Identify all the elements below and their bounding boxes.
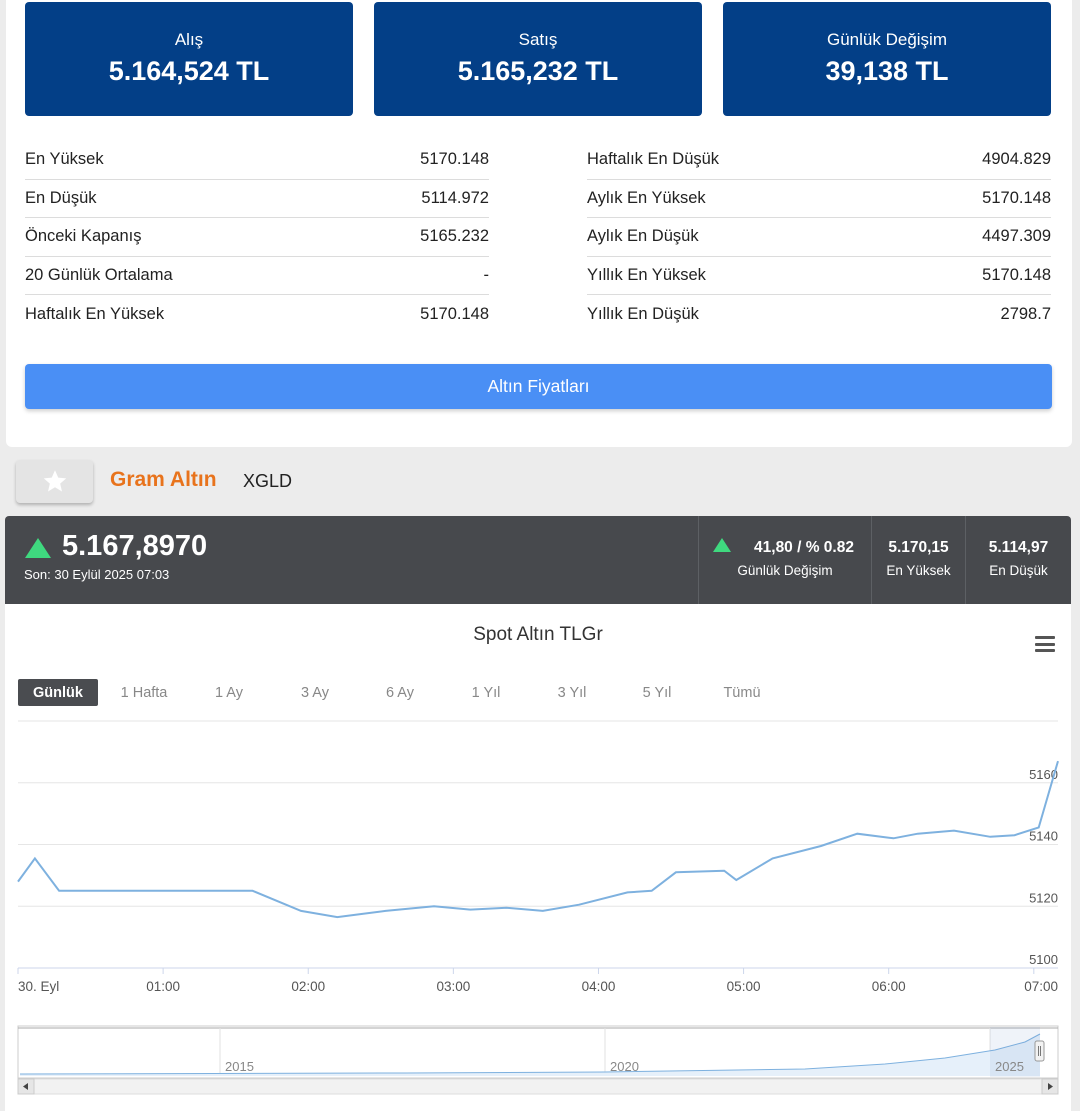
buy-price-card: Alış 5.164,524 TL [25, 2, 353, 116]
day-high-cell: 5.170,15 En Yüksek [871, 516, 965, 604]
range-button-3-year[interactable]: 3 Yıl [557, 684, 587, 701]
last-price: 5.167,8970 [62, 530, 208, 562]
stat-value: 5170.148 [982, 188, 1051, 207]
stat-value: 5114.972 [421, 188, 489, 207]
stat-label: En Düşük [25, 188, 97, 207]
stat-row: Haftalık En Düşük 4904.829 [587, 141, 1051, 180]
stat-row: Yıllık En Yüksek 5170.148 [587, 257, 1051, 295]
stats-table-right: Haftalık En Düşük 4904.829 Aylık En Yükse… [587, 141, 1051, 334]
daily-change-cell: 41,80 / % 0.82 Günlük Değişim [698, 516, 871, 604]
chart-panel: Spot Altın TLGr Günlük 1 Hafta 1 Ay 3 Ay… [5, 604, 1071, 1111]
x-tick-label: 01:00 [146, 979, 180, 994]
sell-value: 5.165,232 TL [457, 56, 619, 86]
stat-label: Önceki Kapanış [25, 227, 142, 246]
daily-change-label: Günlük Değişim [827, 30, 947, 49]
stat-value: - [483, 265, 490, 284]
x-tick-label: 05:00 [727, 979, 761, 994]
gold-prices-button[interactable]: Altın Fiyatları [25, 364, 1052, 409]
day-high-label: En Yüksek [886, 563, 951, 578]
price-series-line [17, 760, 1059, 919]
navigator-label: 2025 [995, 1059, 1024, 1074]
stat-value: 4497.309 [982, 227, 1051, 246]
y-tick-label: 5140 [1029, 829, 1058, 844]
stat-row: Haftalık En Yüksek 5170.148 [25, 295, 489, 334]
y-tick-label: 5160 [1029, 767, 1058, 782]
stat-row: Aylık En Düşük 4497.309 [587, 218, 1051, 257]
instrument-code: XGLD [243, 471, 293, 491]
instrument-name: Gram Altın [110, 468, 217, 491]
range-button-5-year[interactable]: 5 Yıl [642, 684, 672, 701]
x-tick-label: 06:00 [872, 979, 906, 994]
sell-price-card: Satış 5.165,232 TL [374, 2, 702, 116]
stat-label: Yıllık En Düşük [587, 304, 699, 323]
y-tick-label: 5120 [1029, 890, 1058, 905]
stat-label: Yıllık En Yüksek [587, 265, 706, 284]
buy-value: 5.164,524 TL [108, 56, 270, 86]
price-summary-panel: Alış 5.164,524 TL Satış 5.165,232 TL Gün… [6, 0, 1072, 447]
daily-change-value: 41,80 / % 0.82 [754, 539, 854, 556]
navigator-label: 2020 [610, 1059, 639, 1074]
stat-value: 5165.232 [420, 227, 489, 246]
stat-label: Haftalık En Yüksek [25, 304, 165, 323]
stat-value: 2798.7 [1000, 304, 1051, 323]
range-navigator[interactable]: 2015 2020 2025 [17, 1025, 1059, 1079]
stat-value: 5170.148 [420, 304, 489, 323]
last-update-time: Son: 30 Eylül 2025 07:03 [24, 567, 170, 582]
stat-value: 5170.148 [982, 265, 1051, 284]
stat-row: Yıllık En Düşük 2798.7 [587, 295, 1051, 334]
star-icon [43, 470, 66, 492]
scroll-right-icon [1048, 1083, 1053, 1090]
day-low-value: 5.114,97 [988, 539, 1049, 556]
price-line-chart[interactable]: 5100 5120 5140 5160 30. Eyl 01:00 02:00 03:00 0… [5, 604, 1071, 1111]
stat-value: 4904.829 [982, 150, 1051, 169]
hamburger-menu-icon[interactable] [1035, 636, 1055, 656]
x-tick-label: 30. Eyl [18, 979, 59, 994]
range-button-1-month[interactable]: 1 Ay [215, 684, 243, 701]
y-tick-label: 5100 [1029, 952, 1058, 967]
stat-label: 20 Günlük Ortalama [25, 265, 173, 284]
scroll-left-icon [23, 1083, 28, 1090]
stat-label: Haftalık En Düşük [587, 150, 720, 169]
buy-label: Alış [174, 30, 204, 49]
stat-label: Aylık En Düşük [587, 227, 699, 246]
stat-row: En Yüksek 5170.148 [25, 141, 489, 180]
stats-table-left: En Yüksek 5170.148 En Düşük 5114.972 Öncek… [25, 141, 489, 334]
chart-scrollbar[interactable] [17, 1078, 1059, 1095]
x-tick-label: 07:00 [1024, 979, 1058, 994]
x-tick-label: 04:00 [582, 979, 616, 994]
x-tick-label: 03:00 [436, 979, 470, 994]
chart-title: Spot Altın TLGr [473, 624, 603, 645]
quote-bar: 5.167,8970 Son: 30 Eylül 2025 07:03 41,8… [5, 516, 1071, 604]
stat-label: En Yüksek [25, 150, 104, 169]
stat-value: 5170.148 [420, 150, 489, 169]
daily-change-label: Günlük Değişim [737, 563, 833, 578]
range-button-daily[interactable]: Günlük [18, 679, 98, 706]
stat-row: En Düşük 5114.972 [25, 180, 489, 218]
stat-label: Aylık En Yüksek [587, 188, 706, 207]
range-button-1-year[interactable]: 1 Yıl [471, 684, 501, 701]
x-tick-label: 02:00 [291, 979, 325, 994]
navigator-label: 2015 [225, 1059, 254, 1074]
stat-row: 20 Günlük Ortalama - [25, 257, 490, 295]
favorite-button[interactable] [16, 460, 93, 503]
up-arrow-icon [713, 538, 731, 552]
range-button-1-week[interactable]: 1 Hafta [120, 684, 168, 701]
day-low-label: En Düşük [989, 563, 1048, 578]
day-low-cell: 5.114,97 En Düşük [965, 516, 1071, 604]
range-button-3-month[interactable]: 3 Ay [301, 684, 329, 701]
daily-change-value: 39,138 TL [825, 56, 949, 86]
daily-change-card: Günlük Değişim 39,138 TL [723, 2, 1051, 116]
day-high-value: 5.170,15 [888, 539, 949, 556]
up-arrow-icon [25, 538, 51, 558]
navigator-handle[interactable] [1034, 1040, 1045, 1062]
sell-label: Satış [518, 30, 558, 49]
stat-row: Önceki Kapanış 5165.232 [25, 218, 489, 257]
stat-row: Aylık En Yüksek 5170.148 [587, 180, 1051, 218]
range-button-all[interactable]: Tümü [723, 684, 761, 701]
range-button-6-month[interactable]: 6 Ay [386, 684, 414, 701]
